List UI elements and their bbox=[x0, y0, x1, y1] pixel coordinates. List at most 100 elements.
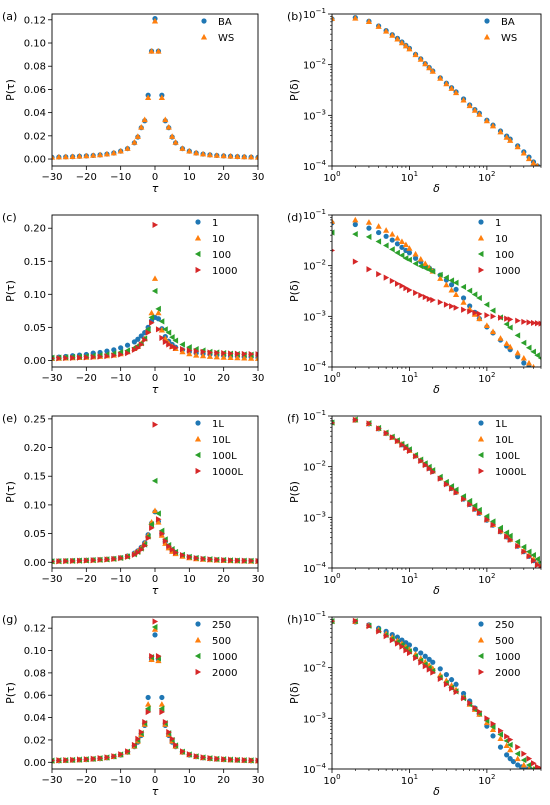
y-tick-label: 0.04 bbox=[24, 713, 46, 724]
data-point bbox=[402, 241, 409, 248]
legend-label: WS bbox=[218, 33, 234, 44]
data-point bbox=[90, 557, 97, 564]
data-point bbox=[383, 242, 389, 249]
data-point bbox=[383, 429, 390, 437]
data-point bbox=[125, 553, 131, 560]
data-point bbox=[437, 275, 444, 281]
x-tick-label: 102 bbox=[478, 371, 495, 385]
y-tick-label: 10−3 bbox=[303, 309, 326, 323]
data-point bbox=[437, 675, 444, 683]
data-point bbox=[430, 296, 436, 304]
data-point bbox=[412, 255, 419, 261]
x-axis-label: δ bbox=[433, 785, 440, 798]
data-point bbox=[169, 133, 176, 139]
y-tick-label: 10−1 bbox=[303, 208, 326, 222]
legend-marker bbox=[195, 467, 202, 475]
data-point bbox=[131, 139, 138, 145]
data-point bbox=[489, 122, 497, 129]
data-point bbox=[537, 356, 541, 360]
legend-marker bbox=[195, 219, 201, 225]
x-axis-label: τ bbox=[152, 785, 159, 798]
legend-label: BA bbox=[218, 17, 232, 28]
data-points bbox=[52, 618, 258, 764]
data-point bbox=[443, 481, 450, 488]
legend-marker bbox=[478, 266, 485, 274]
data-point bbox=[145, 535, 152, 542]
panel-tag: (h) bbox=[287, 613, 303, 626]
data-point bbox=[155, 326, 162, 333]
data-point bbox=[248, 153, 255, 160]
data-point bbox=[158, 94, 165, 101]
plot-frame bbox=[331, 13, 542, 167]
x-tick-label: −10 bbox=[110, 172, 131, 183]
plot-frame bbox=[51, 13, 259, 167]
data-point bbox=[200, 555, 207, 562]
data-point bbox=[466, 287, 473, 294]
y-axis-label: P(δ) bbox=[288, 79, 301, 101]
data-point bbox=[406, 649, 413, 657]
y-tick-label: 10−3 bbox=[303, 108, 326, 122]
data-point bbox=[389, 230, 396, 237]
data-point bbox=[406, 245, 413, 251]
x-tick-label: 101 bbox=[401, 371, 418, 385]
x-tick-label: 0 bbox=[152, 373, 158, 384]
data-point bbox=[449, 685, 455, 692]
data-point bbox=[448, 277, 455, 284]
plot-frame bbox=[331, 415, 542, 569]
data-point bbox=[535, 162, 540, 166]
data-point bbox=[406, 45, 413, 52]
data-point bbox=[155, 309, 162, 316]
x-tick-label: 30 bbox=[252, 775, 265, 786]
data-point bbox=[534, 555, 540, 563]
data-point bbox=[241, 354, 248, 361]
data-point bbox=[422, 653, 428, 659]
data-point bbox=[417, 56, 424, 62]
data-point bbox=[254, 154, 258, 160]
x-tick-label: −20 bbox=[76, 172, 97, 183]
y-axis-label: P(δ) bbox=[288, 280, 301, 302]
data-point bbox=[186, 347, 193, 354]
data-point bbox=[521, 548, 527, 555]
data-point bbox=[70, 557, 76, 565]
data-point bbox=[461, 495, 467, 503]
chart-panel-b: 100 101 102 10−4 10−3 10−2 10−1 δ P(δ) (b) BA WS bbox=[287, 7, 542, 195]
data-point bbox=[476, 111, 483, 117]
data-point bbox=[193, 554, 200, 562]
data-point bbox=[332, 218, 336, 224]
data-point bbox=[413, 289, 419, 297]
data-point bbox=[520, 543, 527, 551]
panel-tag: (b) bbox=[287, 10, 303, 23]
chart-panel-g: −30 −20 −10 0 10 20 30 0.00 0.02 0.04 0.06 0.08 0.10… bbox=[2, 613, 264, 798]
data-point bbox=[514, 538, 521, 545]
data-point bbox=[169, 343, 176, 350]
data-point bbox=[56, 757, 62, 764]
legend-label: 100L bbox=[495, 451, 520, 462]
data-point bbox=[399, 441, 406, 448]
data-point bbox=[530, 765, 536, 769]
data-point bbox=[366, 420, 373, 427]
data-point bbox=[255, 351, 258, 358]
data-point bbox=[504, 533, 510, 540]
data-point bbox=[90, 353, 97, 361]
data-point bbox=[70, 756, 76, 763]
data-point bbox=[207, 349, 214, 356]
data-point bbox=[148, 656, 155, 662]
data-point bbox=[429, 68, 436, 74]
data-point bbox=[221, 556, 227, 564]
legend: 1 10 100 1000 bbox=[477, 218, 520, 277]
data-point bbox=[162, 537, 169, 545]
data-point bbox=[520, 354, 527, 361]
data-point bbox=[503, 340, 510, 347]
data-point bbox=[507, 736, 514, 743]
data-points bbox=[332, 14, 541, 166]
data-point bbox=[227, 153, 234, 159]
data-point bbox=[63, 354, 69, 362]
data-point bbox=[489, 726, 497, 733]
data-point bbox=[507, 343, 514, 350]
x-tick-label: 102 bbox=[478, 572, 495, 586]
data-point bbox=[352, 617, 359, 624]
data-point bbox=[406, 256, 412, 263]
data-point bbox=[138, 546, 145, 553]
data-point bbox=[152, 221, 159, 229]
